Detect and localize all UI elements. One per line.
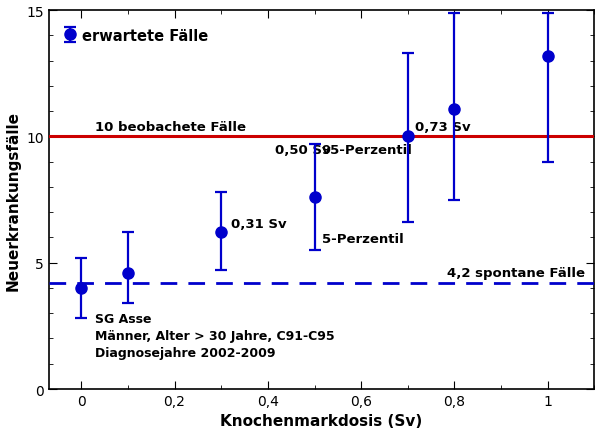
Text: 95-Perzentil: 95-Perzentil — [322, 143, 412, 156]
Text: 4,2 spontane Fälle: 4,2 spontane Fälle — [447, 266, 585, 279]
Text: 0,31 Sv: 0,31 Sv — [230, 217, 286, 230]
Text: 5-Perzentil: 5-Perzentil — [322, 233, 403, 246]
Y-axis label: Neuerkrankungsfälle: Neuerkrankungsfälle — [5, 110, 20, 290]
Text: 0,73 Sv: 0,73 Sv — [415, 120, 470, 133]
Text: 10 beobachete Fälle: 10 beobachete Fälle — [95, 120, 246, 133]
Text: 0,50 Sv: 0,50 Sv — [275, 143, 331, 156]
X-axis label: Knochenmarkdosis (Sv): Knochenmarkdosis (Sv) — [220, 414, 422, 428]
Legend: erwartete Fälle: erwartete Fälle — [60, 23, 214, 49]
Text: SG Asse
Männer, Alter > 30 Jahre, C91-C95
Diagnosejahre 2002-2009: SG Asse Männer, Alter > 30 Jahre, C91-C9… — [95, 312, 335, 359]
